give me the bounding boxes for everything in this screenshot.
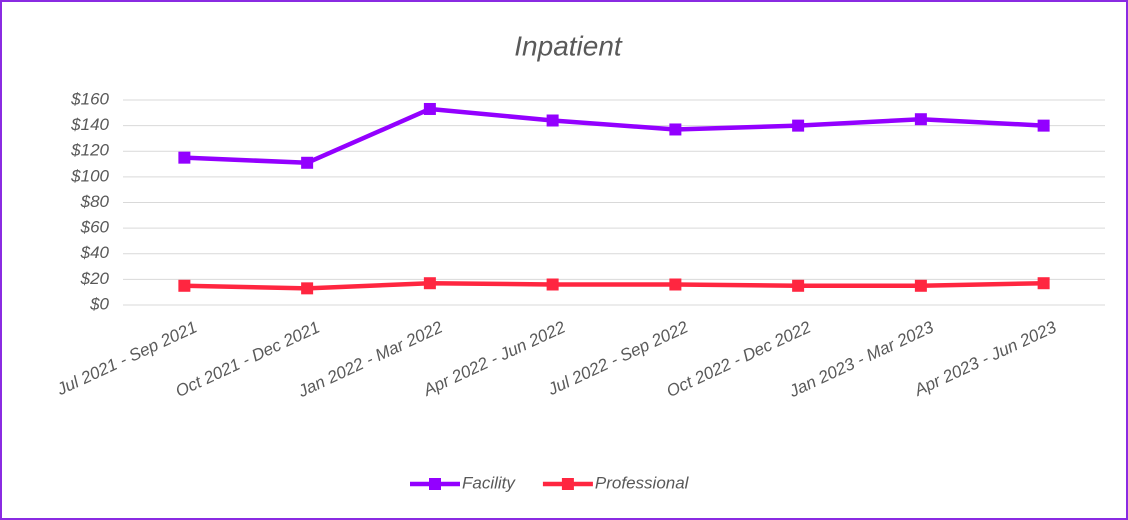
point [914,113,927,126]
point [792,279,805,292]
point [669,123,682,136]
y-tick-label: $20 [80,269,110,288]
y-tick-label: $80 [80,192,110,211]
legend-marker [561,478,574,490]
legend-label: Professional [595,473,690,492]
point [914,279,927,292]
legend-label: Facility [462,473,516,492]
series-line [184,106,1044,166]
point [792,119,805,132]
point [423,102,436,115]
y-tick-label: $160 [70,89,109,108]
y-tick-label: $40 [80,243,110,262]
legend-marker [429,478,441,490]
point [546,278,559,291]
y-tick-label: $60 [80,218,110,237]
point [178,151,191,164]
chart-title: Inpatient [514,30,623,61]
point [1037,277,1050,290]
y-tick-label: $120 [70,141,109,160]
point [1037,119,1050,132]
series-line [184,280,1044,291]
point [178,279,191,292]
point [423,277,436,290]
y-tick-label: $0 [89,294,109,313]
point [301,156,314,169]
point [301,282,314,295]
point [669,278,682,291]
y-tick-label: $100 [70,166,109,185]
point [546,114,559,127]
y-tick-label: $140 [70,115,109,134]
